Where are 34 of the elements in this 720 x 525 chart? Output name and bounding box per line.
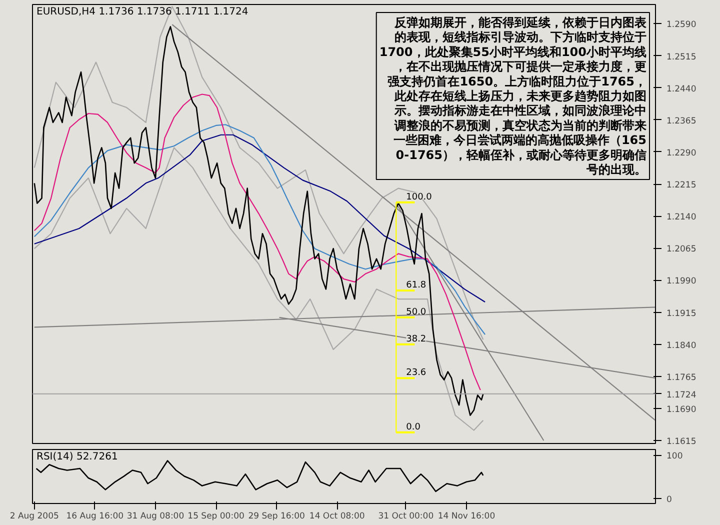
x-tick-label: 31 Aug 08:00 — [126, 512, 184, 522]
annotation: 38.2 — [406, 334, 426, 344]
x-tick-label: 16 Aug 16:00 — [66, 512, 124, 522]
y-tick-label: 1.2515 — [666, 52, 696, 62]
annotation: 100.0 — [406, 192, 432, 202]
y-tick-label: 1.2290 — [666, 148, 696, 158]
annotation: 0.0 — [406, 422, 421, 432]
x-tick-label: 14 Nov 16:00 — [438, 512, 496, 522]
y-tick-label: 1.1915 — [666, 308, 696, 319]
chart-title: RSI(14) 52.7261 — [36, 452, 118, 462]
ref-line-label: 1.1724 — [666, 390, 696, 400]
y-tick-label: 1.1990 — [666, 276, 696, 287]
chart-title: EURUSD,H4 1.1736 1.1736 1.1711 1.1724 — [36, 6, 248, 18]
y-tick-label: 0 — [666, 494, 672, 505]
x-tick-label: 31 Oct 00:00 — [378, 512, 434, 522]
y-tick-label: 1.1765 — [666, 372, 696, 383]
x-tick-label: 29 Sep 16:00 — [248, 512, 305, 522]
annotation: 50.0 — [406, 307, 426, 318]
x-tick-label: 15 Sep 00:00 — [188, 512, 244, 522]
annotation: 23.6 — [406, 368, 426, 378]
y-tick-label: 1.1840 — [666, 340, 696, 351]
y-tick-label: 1.1690 — [666, 404, 696, 415]
y-tick-label: 100 — [666, 452, 683, 462]
y-tick-label: 1.2065 — [666, 244, 696, 255]
y-tick-label: 1.2440 — [666, 84, 696, 94]
text: 反弹如期展开，能否得到延续，依赖于日内图表的表现，短线指标引导波动。下方临时支持位于1700，此处聚集55小时平均线和100小时平均线，在不出现抛压情况下可提供一定承接力度，更强支持仍首在1650。上方临时阻力位于1765，此处存在短线上扬压力，未来更多趋势阻力如图示。摆动指标游走在中性区域，如同波浪理论中调整浪的不易预测，真空状态为当前的判断带来一些困难，今日尝试两端的高抛低吸操作（1650-1765），轻幅侄补，或耐心等待更多明确信号的出现。 — [379, 16, 647, 176]
x-tick-label: 2 Aug 2005 — [10, 512, 59, 522]
annotation: 61.8 — [406, 280, 426, 290]
x-tick-label: 14 Oct 08:00 — [309, 512, 365, 522]
y-tick-label: 1.2215 — [666, 180, 696, 191]
y-tick-label: 1.1615 — [666, 437, 696, 448]
y-tick-label: 1.2590 — [666, 20, 696, 30]
y-tick-label: 1.2140 — [666, 212, 696, 223]
y-tick-label: 1.2365 — [666, 116, 696, 126]
